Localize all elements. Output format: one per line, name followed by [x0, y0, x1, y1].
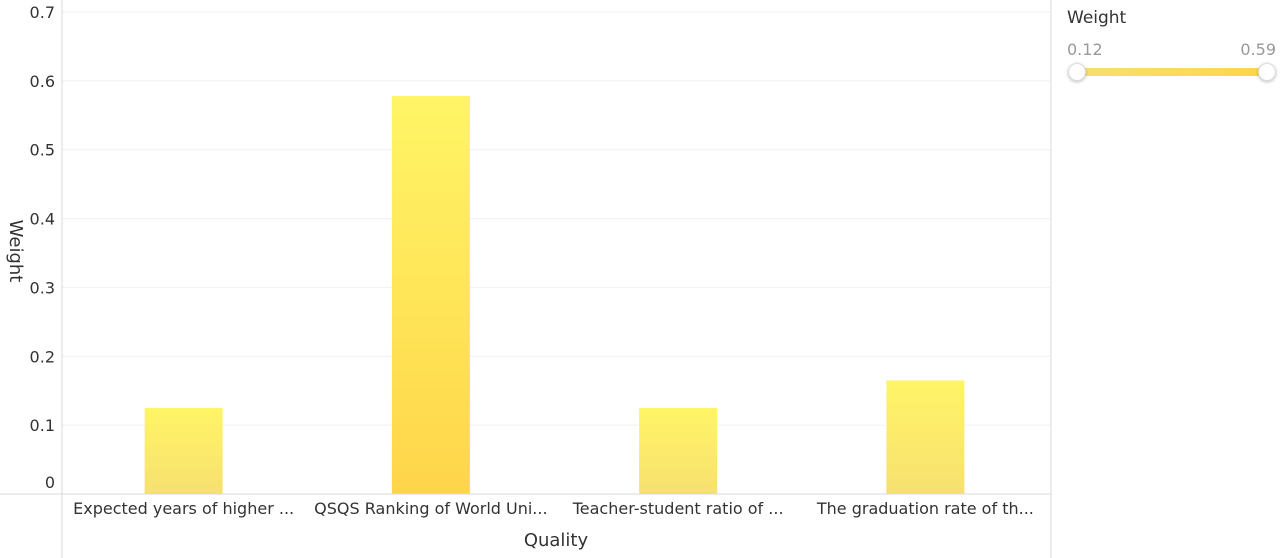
legend-max-label: 0.59: [1240, 40, 1276, 59]
bar-chart: 0 0.1 0.2 0.3 0.4 0.5 0.6 0.7 Expected years of…: [0, 0, 1052, 558]
y-tick-label: 0.2: [30, 347, 55, 366]
y-tick-label: 0.4: [30, 210, 55, 229]
y-tick-labels: 0 0.1 0.2 0.3 0.4 0.5 0.6 0.7: [30, 3, 55, 492]
x-tick-label: Expected years of higher ...: [73, 499, 294, 518]
legend-color-track[interactable]: [1076, 68, 1266, 76]
legend-title: Weight: [1067, 8, 1127, 28]
y-tick-label: 0.5: [30, 141, 55, 160]
bar[interactable]: [886, 380, 965, 494]
bar[interactable]: [391, 96, 470, 495]
axes: [0, 0, 1052, 558]
bar[interactable]: [144, 407, 223, 494]
legend-max-handle[interactable]: [1258, 63, 1276, 81]
x-tick-label: QSQS Ranking of World Uni...: [314, 499, 547, 518]
bars: [144, 96, 965, 495]
y-tick-label: 0: [45, 473, 55, 492]
y-tick-label: 0.6: [30, 72, 55, 91]
legend-min-label: 0.12: [1067, 40, 1103, 59]
grid-lines: [62, 11, 1051, 426]
legend: Weight 0.12 0.59: [1052, 0, 1283, 558]
x-tick-label: The graduation rate of th...: [816, 499, 1034, 518]
legend-min-handle[interactable]: [1068, 63, 1086, 81]
x-tick-labels: Expected years of higher ... QSQS Ranking…: [73, 499, 1034, 518]
y-tick-label: 0.1: [30, 416, 55, 435]
y-axis-title: Weight: [5, 220, 26, 283]
x-tick-label: Teacher-student ratio of ...: [572, 499, 784, 518]
x-axis-title: Quality: [524, 530, 589, 551]
bar[interactable]: [639, 407, 718, 494]
y-tick-label: 0.3: [30, 278, 55, 297]
y-tick-label: 0.7: [30, 3, 55, 22]
